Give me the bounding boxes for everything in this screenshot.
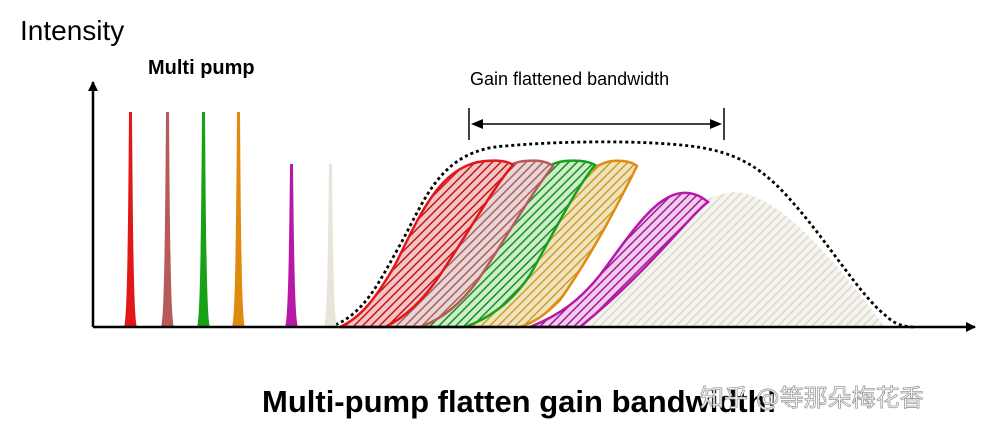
watermark: 知乎 @等那朵梅花香 <box>700 384 924 412</box>
y-axis-label: Intensity <box>20 15 124 46</box>
pump-green <box>197 112 210 327</box>
pump-rose <box>161 112 174 327</box>
pump-red <box>124 112 137 327</box>
pump-label: Multi pump <box>148 57 255 79</box>
bandwidth-label: Gain flattened bandwidth <box>470 69 669 89</box>
diagram-caption: Multi-pump flatten gain bandwidth! <box>262 384 777 419</box>
flattened-gain-envelope <box>329 140 916 329</box>
pump-light <box>324 164 337 327</box>
gain-band-red <box>339 159 515 329</box>
pump-orange <box>232 112 245 327</box>
pump-magenta <box>285 164 298 327</box>
gain-band-magenta <box>529 191 711 329</box>
bandwidth-arrow <box>468 108 725 140</box>
